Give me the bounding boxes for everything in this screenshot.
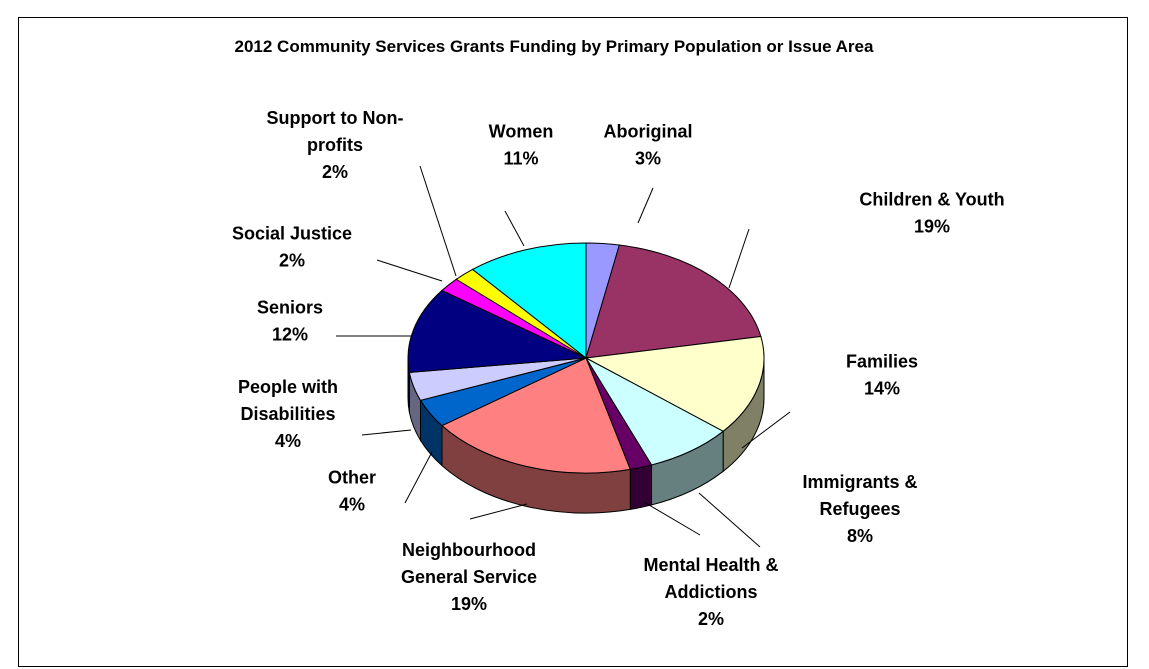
slice-category-label: Other bbox=[328, 467, 376, 487]
pie-slice bbox=[471, 242, 587, 360]
pie-slice bbox=[584, 356, 725, 466]
leader-line bbox=[637, 187, 654, 224]
slice-value-label: 14% bbox=[864, 378, 900, 398]
slice-value-label: 19% bbox=[914, 216, 950, 236]
slice-value-label: 12% bbox=[272, 324, 308, 344]
leader-line bbox=[698, 492, 761, 548]
pie-slice bbox=[441, 357, 631, 474]
slice-category-label: Families bbox=[846, 351, 918, 371]
slice-value-label: 8% bbox=[847, 526, 873, 546]
slice-category-label: Addictions bbox=[665, 582, 758, 602]
slice-category-label: Seniors bbox=[257, 297, 323, 317]
slice-category-label: Social Justice bbox=[232, 223, 352, 243]
slice-value-label: 2% bbox=[279, 250, 305, 270]
leader-line bbox=[741, 411, 791, 449]
slice-category-label: General Service bbox=[401, 567, 537, 587]
slice-side bbox=[629, 464, 653, 510]
slice-value-label: 2% bbox=[698, 609, 724, 629]
leader-line bbox=[361, 429, 412, 436]
slice-value-label: 19% bbox=[451, 594, 487, 614]
slice-category-label: People with bbox=[238, 377, 338, 397]
slice-value-label: 4% bbox=[275, 431, 301, 451]
chart-frame: 2012 Community Services Grants Funding b… bbox=[18, 17, 1128, 667]
slice-value-label: 11% bbox=[503, 148, 538, 168]
slice-category-label: Mental Health & bbox=[643, 555, 778, 575]
slice-category-label: Immigrants & bbox=[802, 472, 917, 492]
leader-line bbox=[404, 451, 433, 504]
slice-category-label: Women bbox=[489, 121, 554, 141]
chart-title: 2012 Community Services Grants Funding b… bbox=[235, 37, 874, 56]
leader-line bbox=[728, 228, 750, 289]
pie-slice bbox=[407, 289, 588, 373]
slice-category-label: Neighbourhood bbox=[402, 540, 536, 560]
slice-category-label: Children & Youth bbox=[859, 189, 1004, 209]
slice-category-label: Disabilities bbox=[240, 404, 335, 424]
data-labels: Aboriginal 3% Children & Youth 19% Families 1… bbox=[232, 108, 1005, 629]
leader-line bbox=[643, 501, 701, 536]
leader-line bbox=[504, 210, 525, 247]
slice-value-label: 4% bbox=[339, 494, 365, 514]
leader-line bbox=[376, 259, 443, 282]
pie-slices bbox=[407, 242, 765, 474]
pie-chart: 2012 Community Services Grants Funding b… bbox=[232, 37, 1005, 629]
leader-line bbox=[469, 503, 528, 520]
slice-value-label: 2% bbox=[322, 162, 348, 182]
leader-lines bbox=[336, 165, 791, 548]
pie-slice bbox=[585, 244, 762, 359]
slice-category-label: Refugees bbox=[819, 499, 900, 519]
pie-sides bbox=[407, 357, 765, 514]
slice-category-label: Aboriginal bbox=[604, 121, 693, 141]
slice-category-label: profits bbox=[307, 135, 363, 155]
slice-category-label: Support to Non- bbox=[267, 108, 404, 128]
leader-line bbox=[419, 165, 457, 277]
slice-value-label: 3% bbox=[635, 148, 661, 168]
pie-slice bbox=[584, 335, 765, 432]
